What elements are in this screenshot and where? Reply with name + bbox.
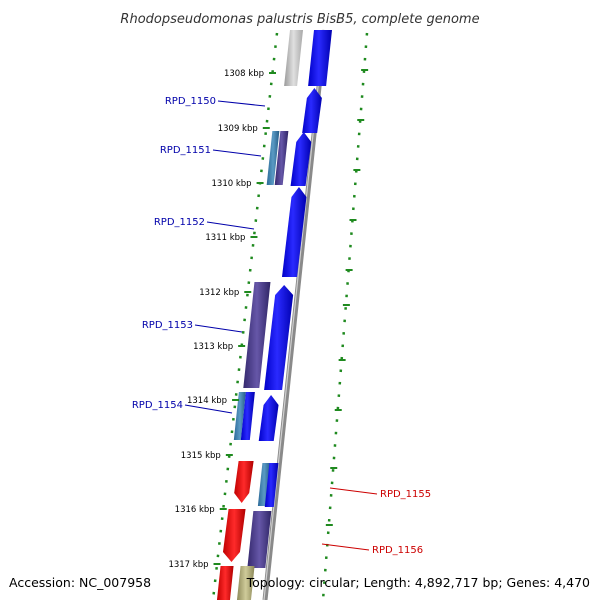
feature-blue-1155: [264, 463, 279, 507]
feature-gray-top: [284, 30, 303, 86]
scale-tick-label: 1316 kbp: [175, 505, 215, 515]
gene-leader-line: [206, 221, 255, 230]
scale-tick-label: 1317 kbp: [168, 560, 208, 570]
scale-tick-label: 1313 kbp: [193, 342, 233, 352]
map-title: Rhodopseudomonas palustris BisB5, comple…: [120, 12, 479, 27]
feature-olive-bottom: [236, 566, 255, 600]
feature-blue-top: [308, 30, 332, 86]
gene-label[interactable]: RPD_1151: [160, 145, 211, 156]
feature-teal-1151: [266, 131, 280, 185]
gene-leader-line: [212, 149, 262, 157]
gene-label[interactable]: RPD_1155: [380, 489, 431, 500]
feature-blue-1151: [290, 132, 312, 186]
gene-label[interactable]: RPD_1150: [165, 96, 216, 107]
outer-dotted-track: [321, 32, 369, 600]
gene-features: [216, 30, 332, 600]
feature-purple-1151: [274, 131, 289, 185]
scale-ticks: 1308 kbp 1309 kbp 1310 kbp 1311 kbp 1312 kbp…: [168, 69, 369, 570]
gene-leader-line: [194, 324, 243, 333]
gene-leader-line: [321, 543, 370, 551]
scale-tick-label: 1311 kbp: [205, 233, 245, 243]
feature-teal-1155: [257, 463, 271, 506]
scale-tick-label: 1314 kbp: [187, 396, 227, 406]
gene-label[interactable]: RPD_1152: [154, 217, 205, 228]
gene-label[interactable]: RPD_1154: [132, 400, 183, 411]
scale-tick-label: 1309 kbp: [218, 124, 258, 134]
scale-tick-label: 1312 kbp: [199, 288, 239, 298]
feature-blue-1154b: [258, 395, 279, 441]
feature-blue-1154a: [240, 392, 255, 440]
feature-blue-1152: [281, 187, 307, 277]
feature-teal-1154: [233, 392, 246, 440]
gene-label[interactable]: RPD_1156: [372, 545, 423, 556]
scale-tick-label: 1308 kbp: [224, 69, 264, 79]
feature-blue-1153: [264, 285, 294, 390]
feature-red-1156: [222, 509, 246, 562]
gene-leader-line: [329, 487, 378, 495]
topology-text: Topology: circular; Length: 4,892,717 bp…: [246, 575, 590, 590]
gene-leader-line: [217, 100, 266, 107]
scale-tick-label: 1315 kbp: [181, 451, 221, 461]
feature-blue-1150: [302, 88, 322, 133]
inner-dotted-track: [211, 32, 279, 600]
scale-tick-label: 1310 kbp: [212, 179, 252, 189]
gene-leader-line: [184, 404, 233, 414]
gene-labels: RPD_1150 RPD_1151 RPD_1152 RPD_1153 RPD_1154…: [132, 96, 431, 556]
feature-purple-1153: [243, 282, 271, 388]
feature-red-bottom: [216, 566, 234, 600]
feature-purple-1156: [247, 511, 272, 568]
feature-red-1155: [234, 461, 254, 503]
accession-text: Accession: NC_007958: [9, 575, 151, 590]
gene-label[interactable]: RPD_1153: [142, 320, 193, 331]
